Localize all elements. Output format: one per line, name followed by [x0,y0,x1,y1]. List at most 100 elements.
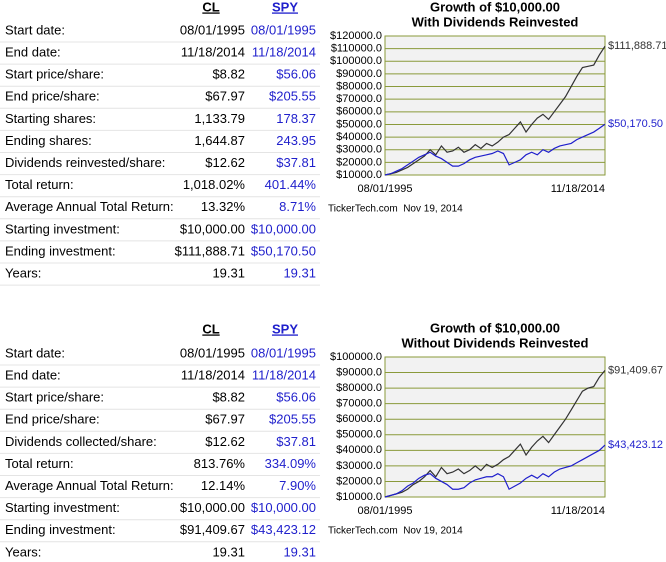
spy-value: $10,000.00 [251,221,316,236]
cl-value: $67.97 [205,412,245,427]
cl-value: 19.31 [212,544,245,559]
cl-value: $8.82 [212,390,245,405]
cl-value: $12.62 [205,155,245,170]
y-tick-label: $100000.0 [330,55,382,67]
y-tick-label: $40000.0 [336,131,382,143]
spy-value: 334.09% [265,456,317,471]
spy-value: 08/01/1995 [251,345,316,360]
cl-value: $12.62 [205,434,245,449]
row-label: Dividends reinvested/share: [5,155,165,170]
plot-area [384,35,606,176]
row-label: Start price/share: [5,67,104,82]
y-tick-label: $60000.0 [336,413,382,425]
spy-value: 178.37 [276,111,316,126]
chart-title: Growth of $10,000.00 [430,320,560,335]
row-label: Start price/share: [5,390,104,405]
y-tick-label: $70000.0 [336,93,382,105]
y-tick-label: $60000.0 [336,106,382,118]
y-tick-label: $50000.0 [336,429,382,441]
y-tick-label: $30000.0 [336,144,382,156]
cl-value: 11/18/2014 [181,368,245,383]
chart-subtitle: Without Dividends Reinvested [402,335,589,350]
y-tick-label: $20000.0 [336,156,382,168]
series-line [384,369,606,498]
cl-value: 1,133.79 [194,111,245,126]
spy-value: 19.31 [283,266,316,281]
end-label: $50,170.50 [608,118,663,130]
y-tick-label: $120000.0 [330,30,382,42]
cl-value: $91,409.67 [180,522,245,537]
row-label: Years: [5,544,41,559]
cl-value: 08/01/1995 [180,345,245,360]
cl-value: 1,018.02% [183,177,246,192]
row-label: Starting investment: [5,500,120,515]
plot-area [384,356,606,498]
chart-subtitle: With Dividends Reinvested [412,14,579,29]
row-label: End date: [5,368,61,383]
cl-value: $8.82 [212,67,245,82]
end-label: $111,888.71 [608,40,666,52]
row-label: Start date: [5,345,65,360]
spy-value: $37.81 [276,155,316,170]
row-label: Ending investment: [5,243,116,258]
spy-value: 401.44% [265,177,317,192]
row-label: Ending shares: [5,133,92,148]
column-header: SPY [272,321,298,336]
spy-value: $205.55 [269,89,316,104]
column-header: CL [202,0,219,14]
y-tick-label: $50000.0 [336,118,382,130]
x-tick-label: 08/01/1995 [357,183,412,195]
spy-value: $205.55 [269,412,316,427]
y-tick-label: $10000.0 [336,491,382,503]
cl-value: $111,888.71 [175,243,245,258]
y-tick-label: $90000.0 [336,366,382,378]
x-tick-label: 11/18/2014 [551,183,605,195]
chart-title: Growth of $10,000.00 [430,0,560,14]
column-header: CL [202,321,219,336]
row-label: Starting investment: [5,221,120,236]
y-tick-label: $80000.0 [336,80,382,92]
row-label: Total return: [5,177,74,192]
spy-value: $43,423.12 [251,522,316,537]
row-label: End price/share: [5,89,100,104]
series-line [384,123,606,176]
row-label: Starting shares: [5,111,96,126]
end-label: $91,409.67 [608,364,663,376]
cl-value: 13.32% [201,199,246,214]
y-tick-label: $40000.0 [336,444,382,456]
y-tick-label: $10000.0 [336,169,382,181]
spy-value: 8.71% [279,199,316,214]
row-label: Average Annual Total Return: [5,478,174,493]
cl-value: $10,000.00 [180,500,245,515]
spy-value: $50,170.50 [251,243,316,258]
row-label: Years: [5,266,41,281]
row-label: Ending investment: [5,522,116,537]
spy-value: 7.90% [279,478,316,493]
y-tick-label: $70000.0 [336,398,382,410]
cl-value: 19.31 [212,266,245,281]
row-label: Average Annual Total Return: [5,199,174,214]
spy-value: 08/01/1995 [251,22,316,37]
row-label: Start date: [5,22,65,37]
y-tick-label: $110000.0 [331,43,382,55]
x-tick-label: 11/18/2014 [551,505,605,517]
row-label: Total return: [5,456,74,471]
source-note: TickerTech.com Nov 19, 2014 [328,204,463,215]
spy-value: $10,000.00 [251,500,316,515]
cl-value: 12.14% [201,478,246,493]
spy-value: $56.06 [276,67,316,82]
cl-value: 08/01/1995 [180,22,245,37]
source-note: TickerTech.com Nov 19, 2014 [328,526,463,537]
row-label: Dividends collected/share: [5,434,157,449]
spy-value: 11/18/2014 [252,45,316,60]
cl-value: $67.97 [205,89,245,104]
row-label: End price/share: [5,412,100,427]
y-tick-label: $20000.0 [336,475,382,487]
column-header: SPY [272,0,298,14]
spy-value: $56.06 [276,390,316,405]
cl-value: 813.76% [194,456,246,471]
y-tick-label: $80000.0 [336,382,382,394]
series-line [384,444,606,498]
